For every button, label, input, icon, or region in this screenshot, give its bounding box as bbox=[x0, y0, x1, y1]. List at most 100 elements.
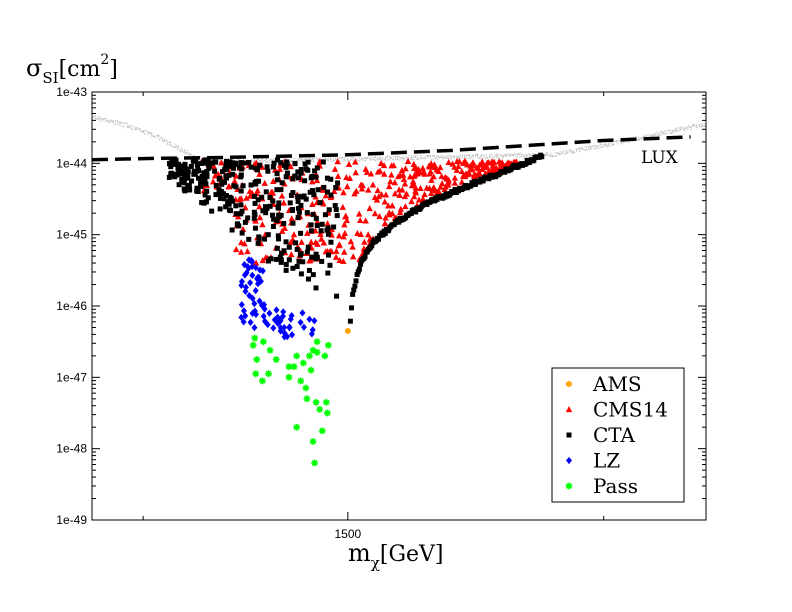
cta-point bbox=[294, 264, 300, 270]
background-dot bbox=[659, 134, 661, 136]
background-dot bbox=[545, 152, 547, 154]
background-dot bbox=[236, 159, 238, 161]
cms14-point bbox=[306, 257, 313, 264]
cta-point bbox=[205, 195, 211, 201]
cta-point bbox=[298, 170, 304, 176]
pass-point bbox=[313, 338, 321, 346]
cms14-point bbox=[210, 162, 218, 169]
cta-point bbox=[185, 169, 191, 175]
pass-point bbox=[316, 406, 324, 413]
background-dot bbox=[162, 138, 164, 140]
cms14-point bbox=[226, 183, 233, 190]
background-dot bbox=[369, 158, 371, 160]
cta-point bbox=[252, 225, 258, 231]
y-label-sup: 2 bbox=[100, 52, 109, 68]
background-dot bbox=[158, 135, 160, 137]
cms14-point bbox=[398, 166, 406, 174]
background-dot bbox=[670, 132, 672, 134]
background-dot bbox=[183, 151, 185, 153]
lz-point bbox=[242, 287, 249, 295]
background-dot bbox=[673, 130, 675, 132]
background-dot bbox=[694, 123, 696, 126]
cms14-point bbox=[326, 247, 334, 254]
cms14-point bbox=[410, 160, 417, 168]
cta-point bbox=[246, 236, 252, 242]
background-dot bbox=[517, 154, 519, 156]
background-dot bbox=[297, 158, 300, 160]
background-dot bbox=[179, 149, 181, 152]
background-dot bbox=[403, 156, 405, 159]
background-dot bbox=[366, 157, 369, 159]
background-dot bbox=[359, 159, 361, 162]
cms14-point bbox=[442, 183, 449, 190]
background-dot bbox=[662, 133, 664, 135]
background-dot bbox=[145, 130, 147, 132]
cms14-point bbox=[331, 165, 339, 172]
background-dot bbox=[681, 126, 683, 128]
background-dot bbox=[98, 118, 101, 120]
y-tick-label: 1e-45 bbox=[56, 228, 87, 242]
background-dot bbox=[485, 157, 487, 159]
cms14-point bbox=[415, 166, 422, 173]
cms14-point bbox=[386, 211, 393, 218]
cta-point bbox=[260, 208, 266, 214]
cta-point bbox=[180, 168, 186, 174]
cta-point bbox=[318, 228, 324, 234]
cta-point bbox=[502, 169, 508, 175]
cta-point bbox=[300, 259, 306, 265]
legend-label-lz: LZ bbox=[593, 449, 620, 473]
background-dot bbox=[390, 157, 392, 159]
x-tick-label: 1500 bbox=[334, 527, 361, 541]
lz-point bbox=[247, 279, 254, 287]
background-dot bbox=[565, 150, 567, 152]
cta-point bbox=[271, 216, 277, 222]
cta-point bbox=[328, 176, 334, 182]
background-dot bbox=[185, 152, 187, 155]
background-dot bbox=[500, 154, 503, 156]
background-dot bbox=[497, 156, 499, 158]
cta-point bbox=[283, 164, 289, 170]
cms14-point bbox=[419, 164, 426, 171]
background-dot bbox=[148, 131, 151, 133]
cta-point bbox=[305, 159, 311, 165]
background-dot bbox=[189, 154, 191, 156]
cta-point bbox=[240, 183, 246, 189]
cms14-point bbox=[256, 203, 263, 210]
cta-point bbox=[263, 210, 269, 216]
cta-point bbox=[322, 212, 328, 218]
background-dot bbox=[467, 154, 469, 157]
cms14-point bbox=[322, 192, 330, 199]
cms14-point bbox=[347, 238, 355, 245]
cta-point bbox=[183, 175, 189, 181]
background-dot bbox=[489, 156, 491, 158]
lz-point bbox=[288, 312, 295, 320]
background-dot bbox=[528, 153, 530, 156]
cta-point bbox=[271, 160, 277, 166]
background-dot bbox=[493, 155, 496, 157]
background-dot bbox=[353, 157, 355, 159]
background-dot bbox=[659, 131, 661, 133]
lz-point bbox=[252, 287, 259, 295]
background-dot bbox=[456, 156, 458, 159]
cms14-point bbox=[387, 178, 394, 185]
background-dot bbox=[383, 158, 386, 160]
background-dot bbox=[101, 118, 103, 121]
cms14-point bbox=[320, 239, 328, 246]
cms14-point bbox=[312, 238, 319, 246]
background-dot bbox=[251, 161, 253, 163]
pass-point bbox=[311, 459, 318, 467]
background-dot bbox=[520, 156, 523, 158]
pass-point bbox=[260, 338, 267, 346]
cta-point bbox=[308, 175, 314, 181]
cms14-point bbox=[356, 216, 364, 224]
background-dot bbox=[488, 157, 490, 159]
background-dot bbox=[325, 157, 327, 159]
background-dot bbox=[414, 157, 416, 159]
background-dot bbox=[403, 158, 405, 160]
cms14-point bbox=[469, 159, 477, 166]
cta-point bbox=[295, 169, 301, 175]
background-dot bbox=[363, 157, 365, 160]
background-dot bbox=[449, 156, 451, 158]
cta-point bbox=[355, 269, 361, 275]
background-dot bbox=[578, 151, 580, 153]
